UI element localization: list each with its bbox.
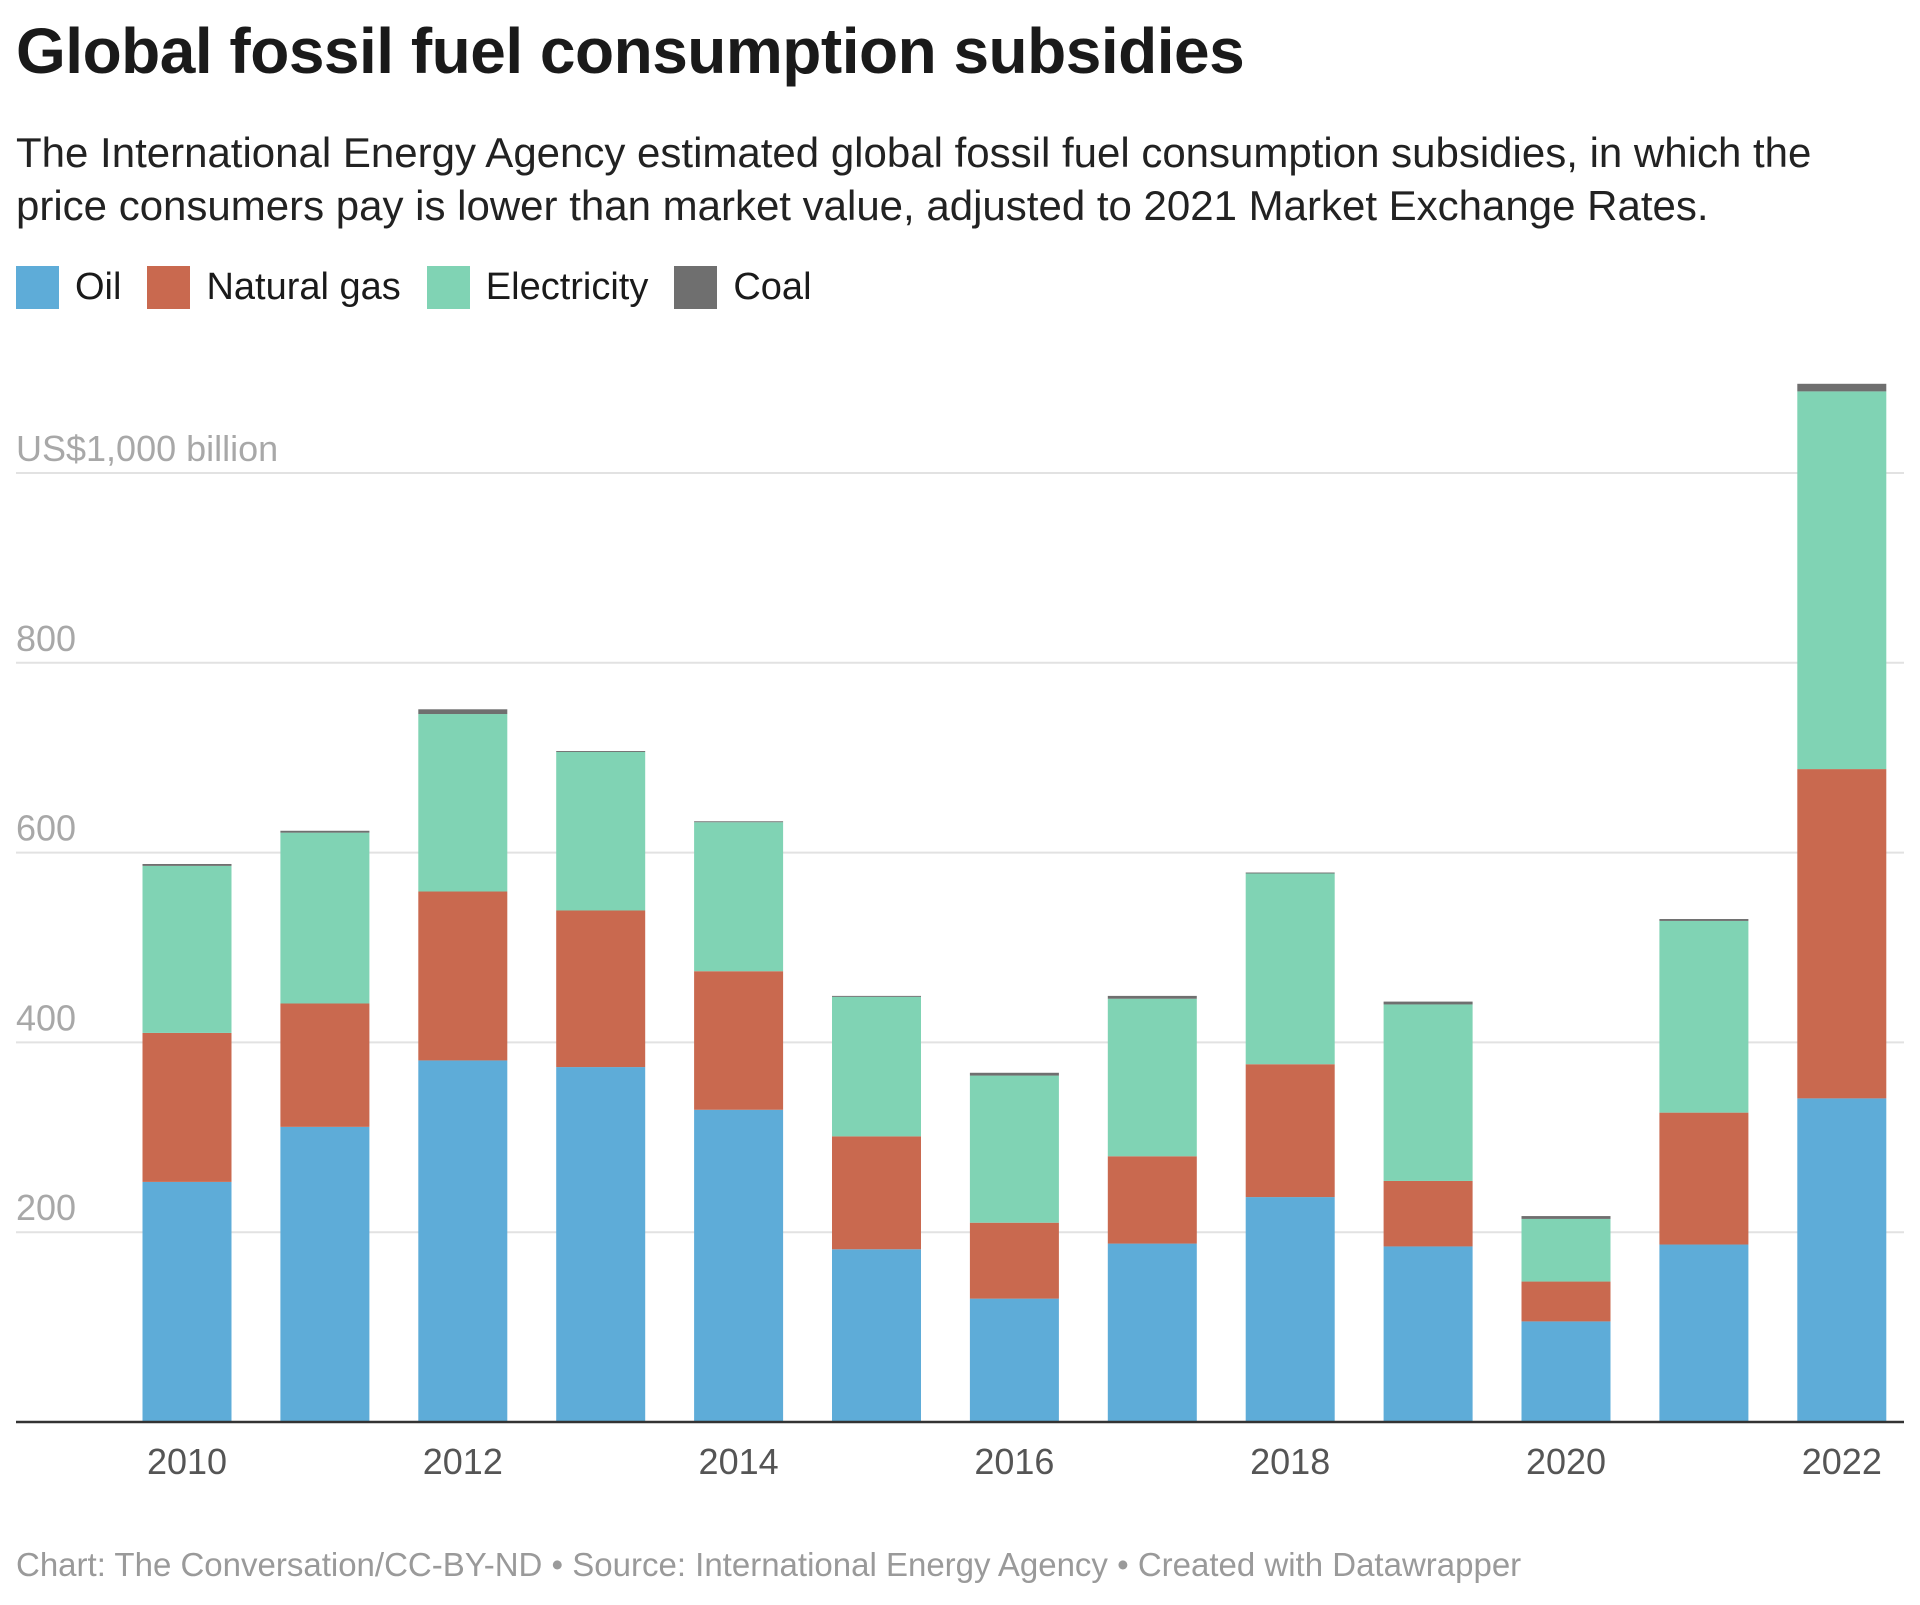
bar-segment-oil-2019 [1383,1246,1473,1422]
x-tick-label: 2020 [1526,1441,1606,1482]
bar-segment-coal-2011 [280,830,370,833]
x-tick-label: 2016 [974,1441,1054,1482]
y-tick-label: 800 [16,618,76,659]
bar-segment-coal-2022 [1797,383,1887,392]
bar-segment-coal-2021 [1659,919,1749,921]
bar-segment-electricity-2021 [1659,920,1749,1113]
bar-segment-coal-2012 [418,709,508,715]
x-tick-label: 2010 [147,1441,227,1482]
bar-segment-natural-gas-2021 [1659,1112,1749,1245]
bar-segment-electricity-2016 [969,1075,1059,1223]
bar-segment-electricity-2018 [1245,873,1335,1065]
x-tick-label: 2018 [1250,1441,1330,1482]
bar-segment-coal-2013 [556,751,646,753]
chart-title: Global fossil fuel consumption subsidies [16,15,1245,87]
bar-segment-natural-gas-2017 [1107,1156,1197,1244]
bar-segment-electricity-2012 [418,714,508,892]
legend-label: Electricity [485,266,649,308]
legend-item-electricity: Electricity [426,266,649,309]
bar-segment-coal-2019 [1383,1001,1473,1005]
x-tick-label: 2012 [423,1441,503,1482]
x-tick-label: 2022 [1802,1441,1882,1482]
bar-segment-natural-gas-2020 [1521,1281,1611,1322]
legend-item-natural-gas: Natural gas [147,266,401,309]
bar-segment-coal-2017 [1107,995,1197,999]
chart-subtitle: The International Energy Agency estimate… [16,129,1812,229]
bar-segment-natural-gas-2022 [1797,769,1887,1099]
bar-segment-coal-2016 [969,1072,1059,1076]
bar-segment-electricity-2011 [280,832,370,1004]
bar-segment-natural-gas-2018 [1245,1064,1335,1198]
bar-segment-natural-gas-2015 [832,1136,921,1250]
bar-segment-oil-2020 [1521,1321,1611,1422]
bar-segment-oil-2013 [556,1067,646,1422]
bar-segment-natural-gas-2011 [280,1003,370,1127]
bar-segment-oil-2011 [280,1126,370,1422]
y-tick-label: 200 [16,1187,76,1228]
bar-segment-natural-gas-2014 [694,971,784,1110]
legend-item-coal: Coal [674,266,812,309]
bar-segment-oil-2018 [1245,1197,1335,1422]
bar-segment-coal-2010 [142,863,232,866]
bar-segment-natural-gas-2019 [1383,1180,1473,1247]
chart-footer: Chart: The Conversation/CC-BY-ND • Sourc… [16,1546,1522,1583]
x-tick-label: 2014 [699,1441,779,1482]
bar-segment-oil-2021 [1659,1244,1749,1422]
bar-segment-oil-2010 [142,1181,232,1422]
bar-segment-electricity-2019 [1383,1004,1473,1181]
bar-segment-coal-2015 [832,995,921,997]
bar-segment-oil-2017 [1107,1243,1197,1422]
bar-segment-oil-2014 [694,1109,784,1422]
y-tick-label: US$1,000 billion [16,428,278,469]
bar-segment-electricity-2020 [1521,1218,1611,1282]
bar-segment-electricity-2014 [694,822,784,972]
bar-segment-natural-gas-2012 [418,891,508,1061]
bar-segment-coal-2020 [1521,1216,1611,1219]
bar-segment-natural-gas-2013 [556,910,646,1068]
legend-label: Natural gas [206,266,401,308]
legend-item-oil: Oil [16,266,121,309]
bar-segment-coal-2018 [1245,872,1335,874]
legend-swatch-oil [16,266,59,309]
bar-segment-electricity-2022 [1797,391,1887,770]
y-tick-label: 600 [16,808,76,849]
legend-label: Oil [75,266,122,308]
bar-segment-natural-gas-2010 [142,1032,232,1182]
bar-segment-natural-gas-2016 [969,1222,1059,1299]
legend-label: Coal [733,266,812,308]
legend-swatch-natural-gas [147,266,191,309]
legend-swatch-electricity [426,266,470,309]
bar-segment-electricity-2013 [556,752,646,911]
bar-segment-oil-2016 [969,1298,1059,1422]
bar-segment-oil-2015 [832,1249,921,1422]
bar-segment-electricity-2015 [832,996,921,1137]
bar-segment-electricity-2017 [1107,998,1197,1157]
y-tick-label: 400 [16,997,76,1038]
bar-segment-coal-2014 [694,821,784,823]
legend-swatch-coal [674,266,718,309]
bar-segment-oil-2022 [1797,1098,1887,1422]
legend: Oil Natural gas Electricity Coal [16,266,812,309]
bar-segment-oil-2012 [418,1060,508,1422]
bar-segment-electricity-2010 [142,865,232,1033]
